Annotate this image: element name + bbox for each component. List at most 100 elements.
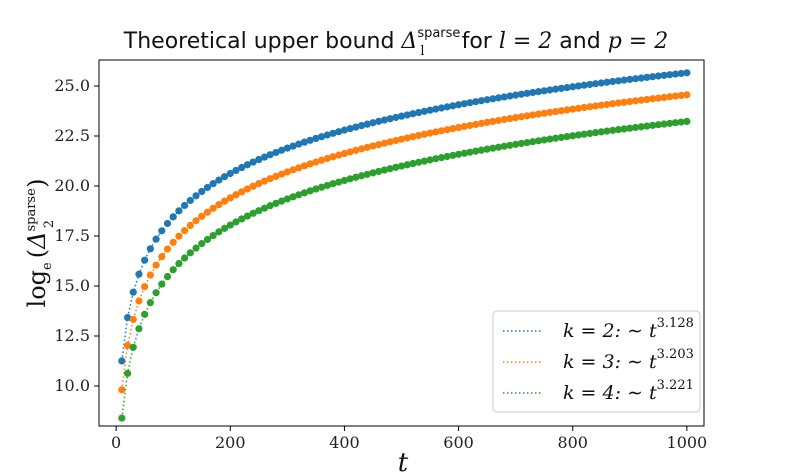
data-point — [392, 163, 400, 171]
data-point — [226, 221, 234, 229]
data-point — [289, 166, 297, 174]
data-point — [460, 149, 468, 157]
data-point — [466, 148, 474, 156]
data-point — [283, 195, 291, 203]
data-point — [649, 73, 657, 81]
plot-frame — [98, 59, 705, 427]
data-point — [546, 135, 554, 143]
title-symbol: Δ — [400, 29, 417, 54]
data-point — [494, 116, 503, 125]
x-tick-label: 600 — [443, 433, 474, 452]
title-symbol-sup: sparse — [417, 26, 460, 41]
data-point — [346, 148, 354, 156]
data-point — [529, 88, 537, 97]
data-point — [666, 93, 674, 101]
data-point — [266, 202, 274, 210]
data-point — [346, 124, 354, 133]
data-point — [203, 208, 212, 216]
data-point — [643, 73, 651, 81]
data-point — [409, 159, 417, 168]
y-tick-label: 12.5 — [54, 326, 90, 345]
data-point — [255, 207, 263, 215]
data-point — [403, 134, 411, 142]
data-point — [323, 181, 331, 190]
data-point — [597, 79, 605, 87]
data-point — [163, 219, 172, 228]
data-point — [472, 120, 480, 128]
data-point — [660, 93, 668, 102]
y-label-close-paren: ) — [23, 179, 51, 188]
data-point — [306, 136, 314, 144]
data-point — [375, 167, 383, 176]
data-point — [603, 78, 611, 86]
series-2 — [118, 91, 691, 394]
data-point — [534, 88, 543, 96]
data-point — [278, 146, 286, 154]
data-point — [563, 106, 571, 114]
data-point — [243, 185, 251, 193]
y-label-open-paren: ( — [23, 249, 51, 258]
data-point — [426, 129, 434, 137]
data-point — [260, 204, 269, 212]
y-axis-ticks: 10.0 12.5 15.0 17.5 20.0 22.5 25.0 — [54, 76, 99, 395]
data-point — [181, 227, 189, 235]
y-tick-label: 20.0 — [54, 176, 90, 195]
data-point — [335, 128, 343, 136]
x-tick-label: 200 — [215, 433, 246, 452]
data-point — [272, 148, 280, 157]
data-point — [466, 121, 474, 130]
series-layer — [118, 69, 691, 422]
data-point — [198, 240, 206, 248]
data-point — [506, 92, 514, 100]
data-point — [141, 256, 149, 264]
data-point — [283, 144, 291, 152]
data-point — [574, 131, 583, 139]
data-point — [192, 244, 200, 252]
data-point — [472, 98, 480, 106]
data-point — [415, 158, 423, 166]
data-point — [175, 207, 183, 215]
data-point — [260, 153, 269, 161]
y-tick-label: 15.0 — [54, 276, 90, 295]
data-point — [352, 173, 360, 181]
data-point — [352, 123, 360, 131]
data-point — [574, 82, 583, 90]
data-point — [306, 187, 314, 195]
data-point — [460, 100, 468, 108]
data-point — [540, 87, 548, 95]
data-point — [312, 185, 320, 193]
y-axis-label: loge (Δsparse 2) — [23, 179, 57, 308]
data-point — [169, 238, 177, 246]
data-point — [403, 161, 411, 169]
data-point — [295, 164, 303, 172]
data-point — [220, 173, 229, 181]
data-point — [380, 139, 388, 147]
data-point — [232, 218, 240, 226]
data-point — [146, 245, 154, 253]
title-and: and — [552, 29, 607, 54]
data-point — [626, 75, 634, 83]
data-point — [449, 151, 457, 159]
data-point — [306, 160, 314, 168]
title-p-eq: p = 2 — [608, 29, 669, 54]
data-point — [203, 183, 212, 192]
data-point — [175, 259, 183, 268]
legend-label: k = 3: ∼ t3.203 — [563, 347, 694, 373]
legend-items: k = 2: ∼ t3.128 k = 3: ∼ t3.203 k = 4: ∼ t… — [503, 316, 694, 404]
data-point — [626, 124, 634, 132]
data-point — [312, 134, 320, 143]
data-point — [403, 111, 411, 119]
data-point — [340, 126, 349, 134]
data-point — [198, 212, 206, 220]
data-point — [158, 227, 166, 235]
data-point — [409, 110, 417, 118]
x-tick-label: 1000 — [667, 433, 708, 452]
data-point — [135, 270, 143, 278]
data-point — [415, 108, 423, 117]
data-point — [643, 122, 651, 130]
data-point — [118, 414, 126, 422]
data-point — [523, 112, 531, 120]
data-point — [580, 103, 588, 112]
data-point — [369, 119, 377, 127]
data-point — [266, 151, 274, 159]
